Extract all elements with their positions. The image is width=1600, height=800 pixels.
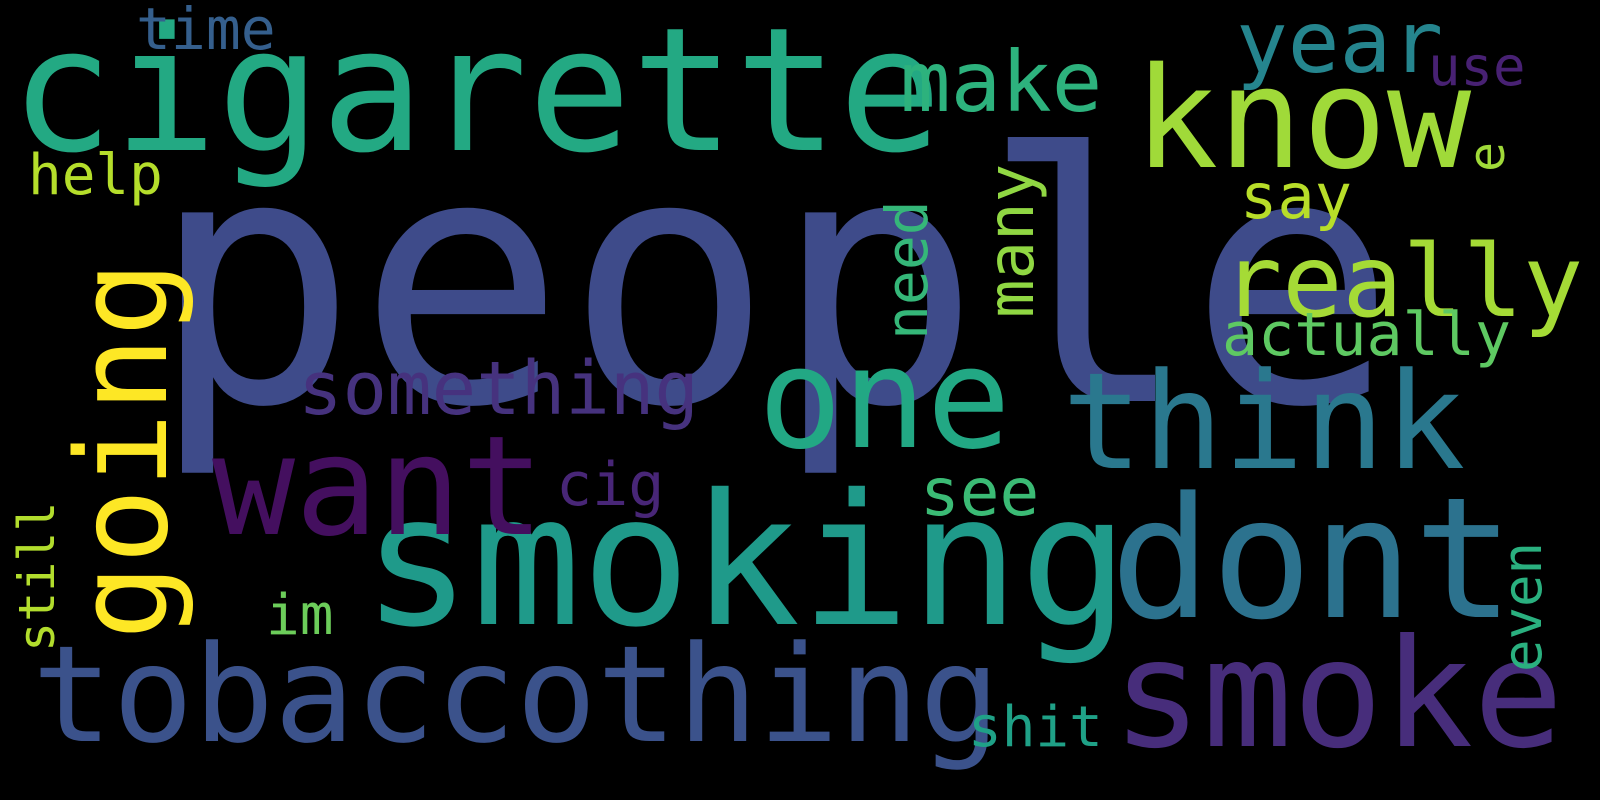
word-actually: actually	[1222, 300, 1511, 370]
word-one: one	[758, 318, 1011, 481]
word-see: see	[920, 454, 1040, 531]
word-e: e	[1458, 141, 1516, 172]
word-going: going	[49, 260, 196, 640]
word-shit: shit	[968, 695, 1103, 760]
word-say: say	[1240, 160, 1352, 233]
word-dont: dont	[1110, 461, 1515, 657]
word-year: year	[1236, 0, 1444, 93]
word-cigarette: cigarette	[10, 0, 942, 191]
word-something: something	[298, 346, 699, 432]
word-many: many	[975, 163, 1049, 318]
word-im: im	[266, 583, 334, 648]
word-know: know	[1134, 38, 1472, 201]
word-make: make	[900, 33, 1103, 131]
word-smoke: smoke	[1112, 608, 1564, 782]
word-think: think	[1062, 344, 1466, 500]
word-want: want	[212, 406, 545, 567]
word-smoking: smoking	[362, 455, 1130, 667]
word-help: help	[28, 143, 163, 208]
word-cig: cig	[556, 450, 665, 520]
word-tobaccothing: tobaccothing	[32, 617, 1001, 773]
word-time: time	[136, 0, 276, 63]
word-use: use	[1428, 35, 1526, 98]
word-people: people	[150, 82, 1397, 483]
word-need: need	[873, 200, 941, 340]
word-still: still	[8, 501, 66, 652]
word-even: even	[1491, 541, 1554, 672]
word-really: really	[1222, 223, 1584, 340]
